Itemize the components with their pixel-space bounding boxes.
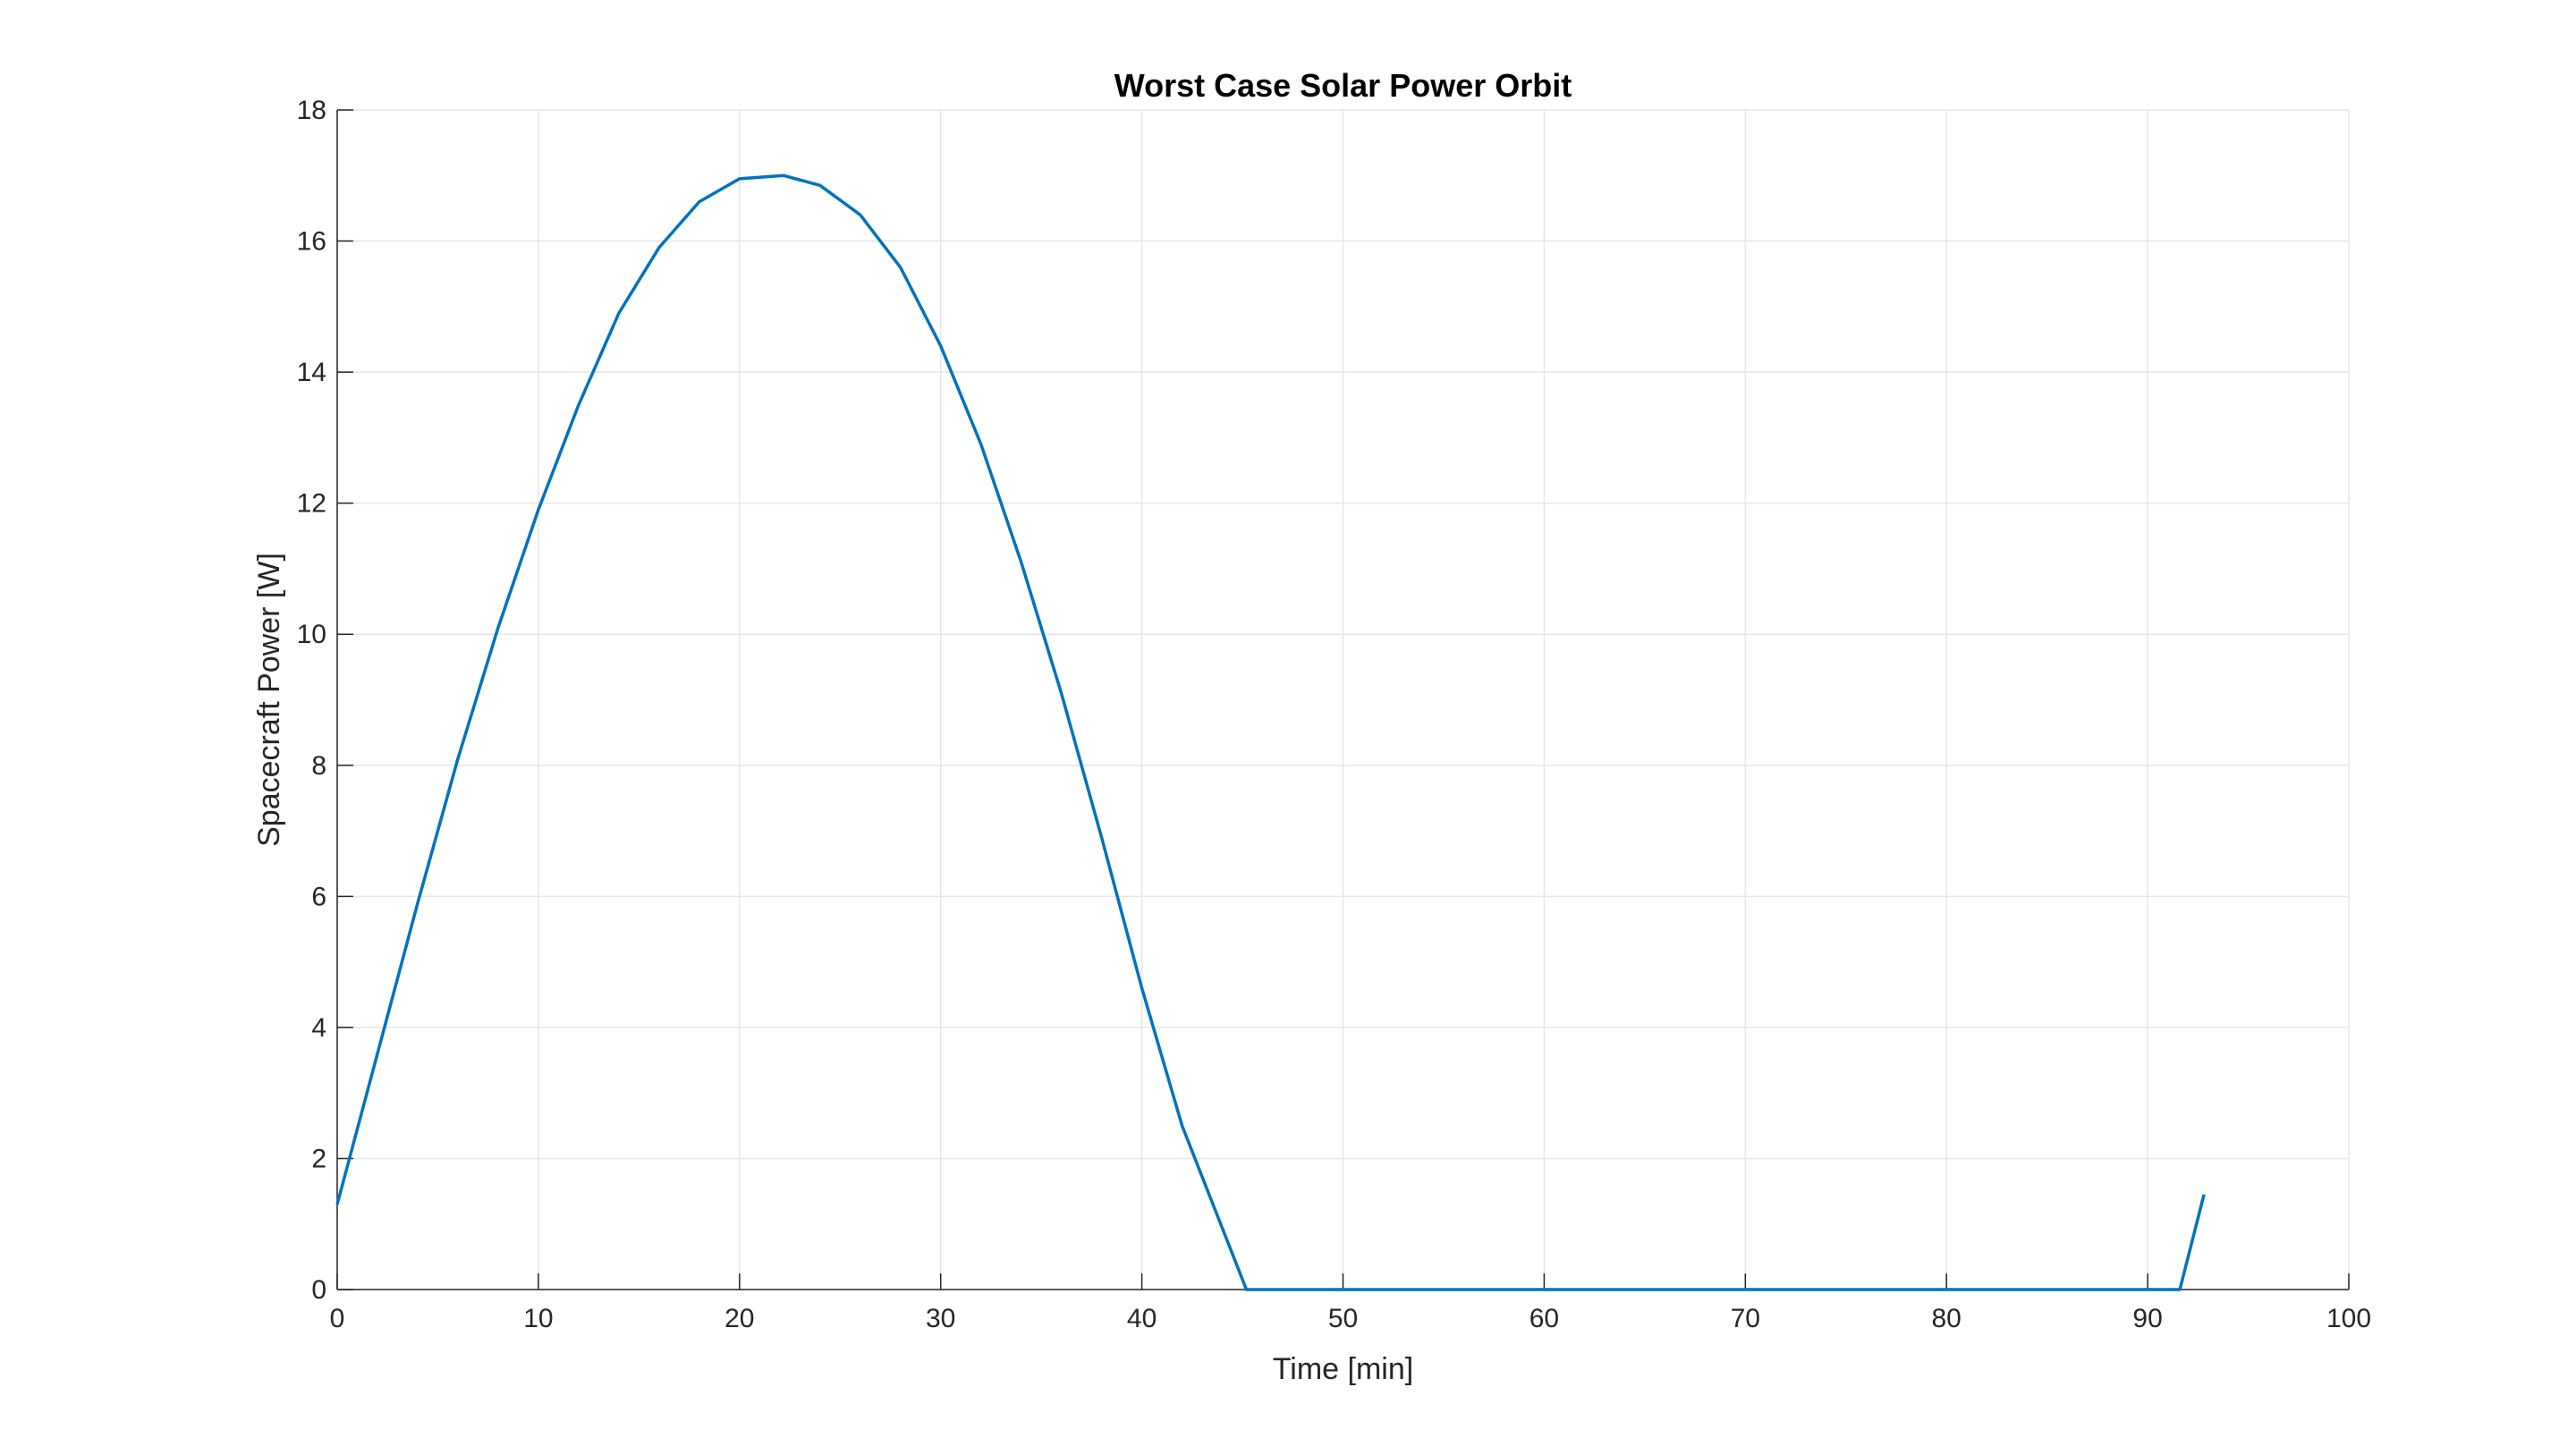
- series-layer: [335, 173, 2206, 1291]
- y-tick-label: 6: [311, 882, 326, 911]
- x-tick-label: 10: [523, 1304, 553, 1333]
- y-axis-title: Spacecraft Power [W]: [252, 553, 286, 847]
- x-tick-label: 50: [1328, 1304, 1358, 1333]
- y-tick-label: 2: [311, 1144, 326, 1173]
- grid-lines: [336, 109, 2350, 1290]
- x-tick-label: 40: [1127, 1304, 1157, 1333]
- y-tick-label: 16: [297, 227, 326, 257]
- x-tick-label: 60: [1530, 1304, 1559, 1333]
- y-tick-label: 4: [311, 1013, 326, 1043]
- x-tick-label: 100: [2326, 1304, 2371, 1333]
- y-tick-label: 0: [311, 1275, 326, 1305]
- chart-title: Worst Case Solar Power Orbit: [1114, 67, 1572, 104]
- x-tick-label: 90: [2132, 1304, 2162, 1333]
- x-tick-label: 30: [926, 1304, 955, 1333]
- y-tick-label: 10: [297, 620, 326, 649]
- y-tick-label: 8: [311, 751, 326, 781]
- y-tick-label: 14: [297, 358, 326, 387]
- x-tick-label: 0: [330, 1304, 345, 1333]
- y-tick-label: 12: [297, 489, 326, 519]
- x-tick-label: 20: [724, 1304, 754, 1333]
- x-axis-title: Time [min]: [1273, 1352, 1413, 1386]
- y-tick-label: 18: [297, 96, 326, 125]
- tick-labels: 0 10 20 30 40 50 60 70 80 90 100 0 2 4 6 8 10 12 14 16 18: [297, 96, 2371, 1333]
- x-tick-label: 80: [1932, 1304, 1962, 1333]
- x-tick-label: 70: [1731, 1304, 1760, 1333]
- series-line: [335, 173, 2206, 1291]
